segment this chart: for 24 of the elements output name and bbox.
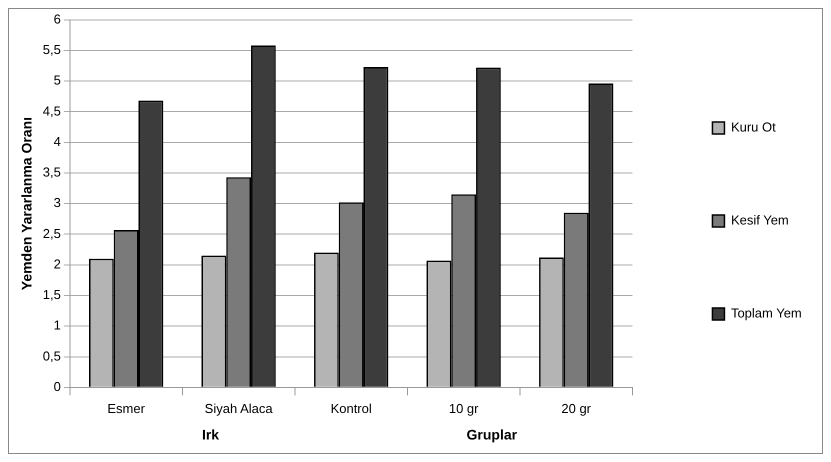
y-tick-label: 5,5 [42, 42, 61, 58]
y-axis-title: Yemden Yararlanma Oranı [18, 116, 34, 290]
y-tick-label: 0,5 [42, 348, 61, 364]
x-tick-label: Esmer [107, 400, 146, 416]
y-tick-label: 2,5 [42, 226, 61, 241]
legend-label: Kuru Ot [730, 120, 776, 135]
y-tick-label: 1,5 [42, 287, 61, 302]
y-tick-label: 3 [54, 195, 61, 210]
x-tick-label: 10 gr [448, 400, 480, 416]
legend-label: Kesif Yem [730, 212, 789, 228]
text: Gruplar [466, 426, 518, 442]
y-tick-label: 5 [54, 72, 61, 88]
y-tick-label: 4 [54, 134, 61, 149]
y-tick-label: 3,5 [42, 164, 61, 180]
y-tick-label: 0 [54, 378, 61, 394]
text: Irk [202, 426, 220, 442]
x-tick-label: Siyah Alaca [204, 400, 274, 416]
legend-label: Toplam Yem [730, 306, 802, 321]
y-tick-label: 6 [54, 11, 61, 26]
x-tick-label: Kontrol [330, 400, 372, 416]
y-tick-label: 2 [54, 256, 61, 272]
y-tick-label: 4,5 [42, 103, 61, 118]
x-tick-label: 20 gr [561, 400, 592, 416]
y-tick-label: 1 [54, 318, 61, 333]
